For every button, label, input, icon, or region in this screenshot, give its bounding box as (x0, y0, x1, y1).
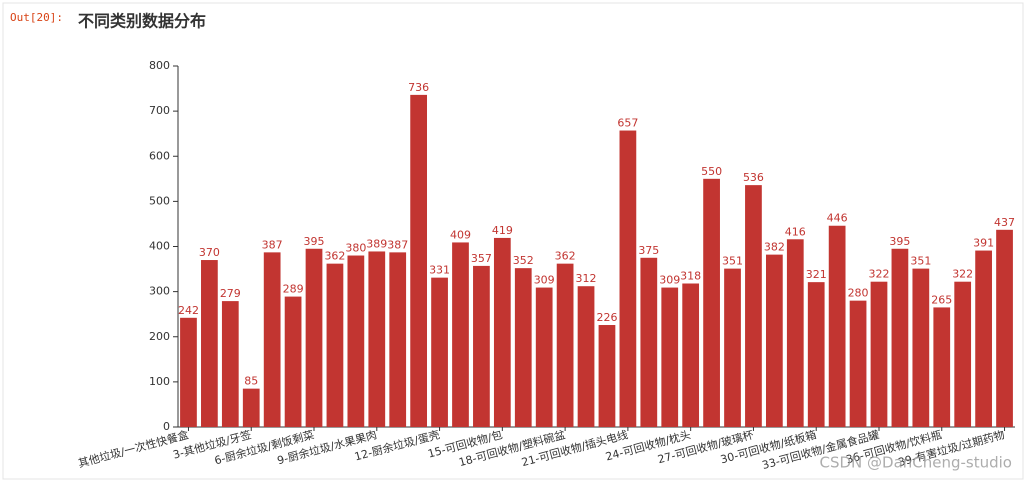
y-tick-label: 400 (149, 240, 170, 253)
out-label: Out[20]: (10, 11, 63, 24)
bar (828, 225, 846, 427)
value-label: 265 (931, 293, 952, 306)
bar (619, 130, 637, 427)
value-label: 536 (743, 171, 764, 184)
bar (389, 252, 407, 427)
value-label: 331 (429, 264, 450, 277)
value-label: 352 (513, 254, 534, 267)
bar (368, 251, 386, 427)
value-label: 657 (617, 117, 638, 130)
value-label: 437 (994, 216, 1015, 229)
bar (473, 265, 490, 427)
value-label: 357 (471, 252, 492, 265)
bar (263, 252, 281, 427)
value-label: 387 (387, 238, 408, 251)
bar (410, 94, 428, 427)
bar (556, 263, 574, 427)
bar (598, 325, 616, 427)
bar (996, 229, 1013, 427)
value-label: 309 (659, 274, 680, 287)
bar (661, 287, 679, 427)
bar (849, 300, 867, 427)
bar (284, 296, 302, 427)
value-label: 387 (262, 238, 283, 251)
value-label: 351 (722, 255, 743, 268)
y-tick-label: 200 (149, 330, 170, 343)
value-label: 322 (952, 268, 973, 281)
y-tick-label: 500 (149, 194, 170, 207)
value-label: 409 (450, 228, 471, 241)
bar (975, 250, 992, 427)
bar (807, 282, 825, 427)
bar (180, 317, 197, 427)
value-label: 370 (199, 246, 220, 259)
value-label: 280 (848, 287, 869, 300)
watermark: CSDN @DanCheng-studio (819, 454, 1012, 472)
bar (535, 287, 553, 427)
value-label: 395 (889, 235, 910, 248)
bar (745, 185, 762, 427)
bar (682, 283, 700, 427)
value-label: 362 (555, 250, 576, 263)
value-label: 279 (220, 287, 241, 300)
value-label: 312 (576, 272, 597, 285)
bar (431, 277, 448, 427)
value-label: 375 (638, 244, 659, 257)
bar (933, 307, 951, 427)
bar (452, 242, 469, 427)
value-label: 242 (178, 304, 199, 317)
bar (221, 301, 239, 427)
value-label: 380 (345, 242, 366, 255)
bar (201, 260, 218, 427)
value-label: 321 (806, 268, 827, 281)
y-tick-label: 600 (149, 149, 170, 162)
bar (891, 248, 909, 427)
y-tick-label: 0 (163, 420, 170, 433)
value-label: 382 (764, 241, 785, 254)
bar (577, 286, 595, 427)
bar (326, 263, 344, 427)
value-label: 289 (283, 283, 304, 296)
value-label: 446 (827, 212, 848, 225)
bar (305, 248, 323, 427)
bar (786, 239, 804, 427)
bar (954, 281, 972, 427)
bar (870, 281, 888, 427)
value-label: 318 (680, 270, 701, 283)
value-label: 351 (910, 255, 931, 268)
bar (242, 388, 260, 427)
value-label: 322 (868, 268, 889, 281)
bar (347, 255, 365, 427)
value-label: 736 (408, 81, 429, 94)
value-label: 362 (324, 250, 345, 263)
y-tick-label: 700 (149, 104, 170, 117)
value-label: 416 (785, 225, 806, 238)
bar (493, 237, 511, 427)
bar (640, 257, 658, 427)
value-label: 395 (304, 235, 325, 248)
bar (912, 268, 930, 427)
bar (514, 268, 532, 427)
chart-title: 不同类别数据分布 (78, 12, 206, 31)
value-label: 309 (534, 274, 555, 287)
y-tick-label: 300 (149, 285, 170, 298)
value-label: 226 (596, 311, 617, 324)
value-label: 391 (973, 237, 994, 250)
bar (703, 178, 720, 427)
bar (765, 254, 783, 427)
value-label: 85 (244, 375, 258, 388)
value-label: 550 (701, 165, 722, 178)
bar (724, 268, 741, 427)
value-label: 419 (492, 224, 513, 237)
y-tick-label: 100 (149, 375, 170, 388)
y-tick-label: 800 (149, 59, 170, 72)
value-label: 389 (366, 237, 387, 250)
